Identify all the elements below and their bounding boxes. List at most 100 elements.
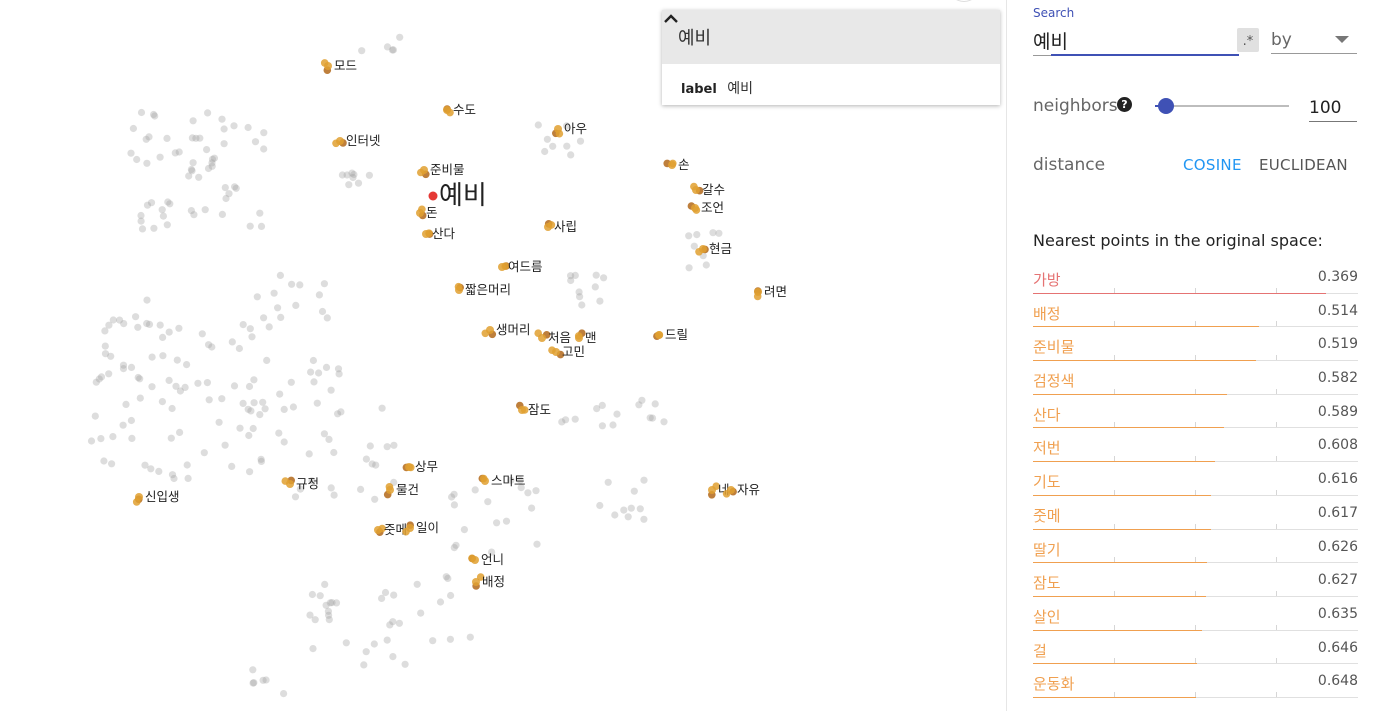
scatter-point[interactable] — [578, 301, 586, 309]
scatter-point[interactable] — [309, 645, 317, 653]
scatter-point[interactable] — [201, 206, 209, 214]
scatter-point[interactable] — [91, 412, 99, 420]
scatter-point[interactable] — [120, 320, 128, 328]
scatter-point[interactable] — [245, 382, 254, 391]
search-by-select[interactable]: by — [1271, 26, 1357, 54]
scatter-point[interactable] — [221, 184, 229, 192]
scatter-point[interactable] — [158, 398, 166, 406]
nearest-point-row[interactable]: 저번 0.608 — [1033, 428, 1358, 463]
scatter-point[interactable] — [709, 229, 717, 237]
scatter-point[interactable] — [143, 296, 151, 304]
scatter-point[interactable] — [101, 350, 110, 358]
scatter-point[interactable] — [276, 271, 284, 279]
nearest-point-row[interactable]: 운동화 0.648 — [1033, 664, 1358, 698]
info-card-header[interactable]: 예비 — [662, 10, 1000, 64]
scatter-point[interactable] — [327, 484, 335, 492]
scatter-point[interactable] — [335, 370, 343, 378]
scatter-point[interactable] — [371, 495, 379, 503]
scatter-point[interactable] — [328, 599, 336, 607]
neighbor-point[interactable] — [544, 223, 552, 231]
scatter-point[interactable] — [596, 297, 604, 305]
scatter-point[interactable] — [326, 599, 334, 607]
scatter-point[interactable] — [256, 209, 264, 217]
scatter-point[interactable] — [158, 206, 166, 214]
scatter-point[interactable] — [291, 493, 300, 501]
scatter-point[interactable] — [322, 601, 330, 609]
scatter-point[interactable] — [172, 382, 180, 390]
scatter-point[interactable] — [183, 461, 191, 469]
scatter-point[interactable] — [204, 164, 213, 173]
scatter-point[interactable] — [624, 513, 632, 521]
scatter-point[interactable] — [318, 307, 327, 316]
scatter-point[interactable] — [208, 162, 216, 170]
nearest-point-row[interactable]: 잠도 0.627 — [1033, 563, 1358, 597]
scatter-point[interactable] — [413, 580, 421, 588]
scatter-point[interactable] — [562, 416, 570, 424]
scatter-point[interactable] — [593, 405, 601, 413]
neighbor-point[interactable] — [554, 125, 562, 133]
neighbor-point[interactable] — [476, 573, 485, 581]
scatter-point[interactable] — [567, 151, 575, 159]
scatter-point[interactable] — [315, 369, 323, 377]
scatter-point[interactable] — [181, 383, 189, 391]
scatter-point[interactable] — [383, 443, 391, 451]
scatter-point[interactable] — [185, 172, 193, 180]
scatter-point[interactable] — [386, 621, 394, 629]
nearest-point-row[interactable]: 산다 0.589 — [1033, 395, 1358, 429]
neighbor-point[interactable] — [691, 204, 699, 212]
scatter-point[interactable] — [567, 272, 575, 280]
scatter-point[interactable] — [288, 280, 296, 288]
scatter-point[interactable] — [262, 676, 270, 684]
scatter-point[interactable] — [208, 159, 216, 167]
nearest-point-row[interactable]: 딸기 0.626 — [1033, 530, 1358, 564]
scatter-point[interactable] — [274, 304, 282, 312]
scatter-point[interactable] — [596, 501, 604, 510]
nearest-point-row[interactable]: 검정색 0.582 — [1033, 361, 1358, 395]
scatter-point[interactable] — [368, 460, 376, 468]
regex-toggle-button[interactable]: .* — [1237, 28, 1259, 52]
scatter-point[interactable] — [576, 293, 584, 301]
scatter-point[interactable] — [87, 437, 96, 445]
scatter-point[interactable] — [436, 598, 445, 606]
scatter-point[interactable] — [218, 395, 226, 403]
scatter-point[interactable] — [97, 435, 105, 443]
scatter-point[interactable] — [337, 408, 345, 416]
scatter-point[interactable] — [343, 171, 351, 179]
scatter-point[interactable] — [175, 148, 183, 156]
scatter-point[interactable] — [358, 47, 366, 55]
scatter-point[interactable] — [203, 379, 211, 387]
neighbor-point[interactable] — [668, 161, 676, 169]
neighbor-point[interactable] — [471, 556, 479, 564]
scatter-point[interactable] — [280, 438, 288, 446]
scatter-point[interactable] — [383, 636, 391, 644]
neighbor-point[interactable] — [754, 288, 762, 296]
scatter-point[interactable] — [143, 159, 151, 167]
scatter-point[interactable] — [447, 591, 455, 600]
nearest-point-row[interactable]: 가방 0.369 — [1033, 260, 1358, 294]
scatter-point[interactable] — [244, 405, 252, 413]
nearest-point-row[interactable]: 준비물 0.519 — [1033, 327, 1358, 362]
neighbor-point[interactable] — [486, 326, 494, 334]
scatter-point[interactable] — [715, 229, 723, 237]
scatter-point[interactable] — [321, 580, 329, 589]
scatter-point[interactable] — [141, 461, 149, 469]
scatter-point[interactable] — [145, 133, 153, 141]
scatter-point[interactable] — [257, 455, 265, 463]
scatter-point[interactable] — [502, 517, 511, 525]
neighbor-point[interactable] — [386, 486, 394, 494]
scatter-point[interactable] — [246, 222, 254, 230]
scatter-point[interactable] — [218, 115, 226, 123]
scatter-point[interactable] — [444, 574, 452, 583]
scatter-point[interactable] — [638, 396, 646, 404]
scatter-point[interactable] — [325, 616, 333, 624]
scatter-point[interactable] — [208, 155, 217, 163]
chevron-up-icon[interactable] — [662, 10, 680, 28]
scatter-point[interactable] — [137, 211, 145, 220]
scatter-point[interactable] — [148, 383, 156, 391]
scatter-point[interactable] — [396, 33, 404, 41]
scatter-point[interactable] — [640, 476, 648, 484]
scatter-point[interactable] — [128, 434, 136, 442]
scatter-point[interactable] — [592, 271, 600, 279]
scatter-point[interactable] — [222, 194, 230, 203]
scatter-point[interactable] — [533, 540, 541, 548]
